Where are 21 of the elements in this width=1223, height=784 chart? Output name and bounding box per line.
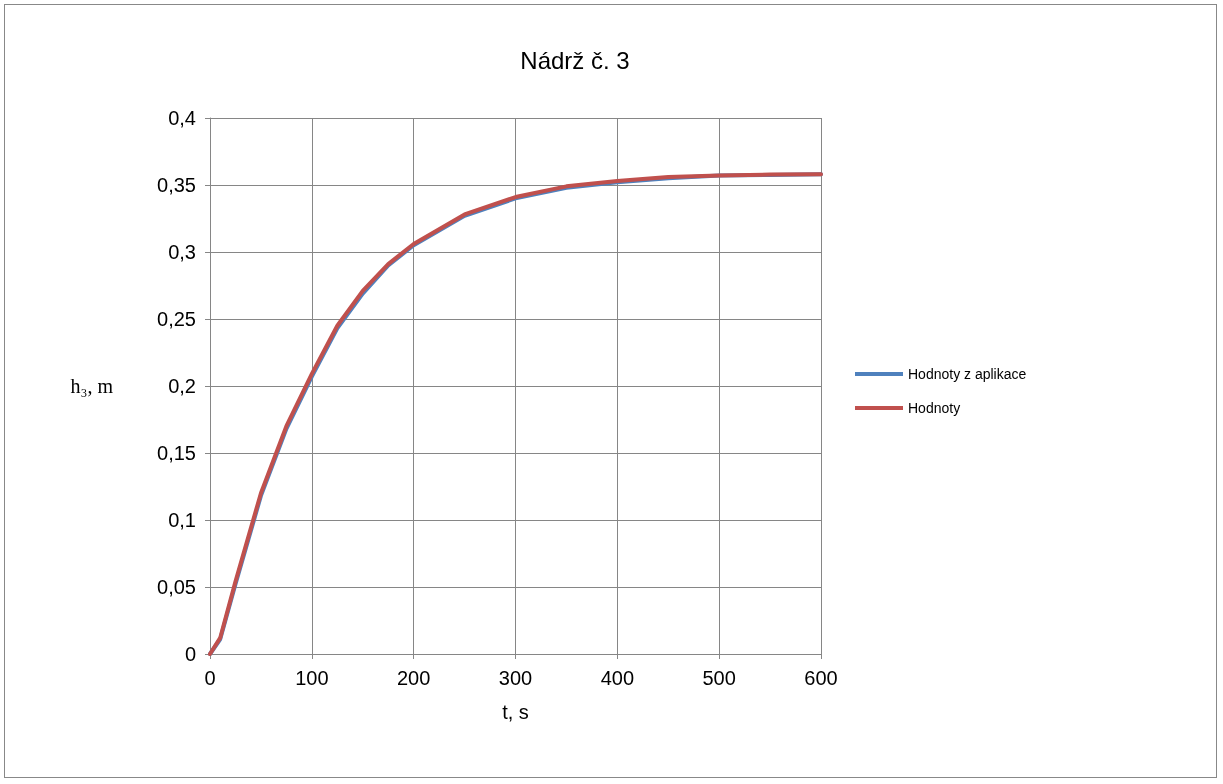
legend-label: Hodnoty: [908, 400, 961, 416]
legend-label: Hodnoty z aplikace: [908, 366, 1027, 382]
x-tick-label: 100: [295, 667, 329, 689]
x-tick-label: 500: [702, 667, 736, 689]
y-axis-title: h₃, m: [70, 375, 114, 397]
y-tick-label: 0,2: [168, 375, 196, 397]
y-tick-label: 0,4: [168, 107, 196, 129]
y-tick-label: 0,25: [157, 308, 196, 330]
x-tick-label: 0: [204, 667, 216, 689]
y-tick-label: 0,3: [168, 241, 196, 263]
chart-title: Nádrž č. 3: [520, 46, 630, 74]
x-tick-label: 300: [498, 667, 533, 689]
x-tick-label: 200: [396, 667, 431, 689]
y-tick-label: 0,1: [168, 509, 196, 531]
y-tick-label: 0: [184, 643, 196, 665]
x-tick-label: 400: [600, 667, 635, 689]
x-tick-label: 600: [804, 667, 838, 689]
y-tick-label: 0,05: [157, 576, 196, 598]
x-axis-title: t, s: [502, 701, 529, 723]
y-tick-label: 0,35: [157, 174, 196, 196]
y-tick-label: 0,15: [157, 442, 196, 464]
